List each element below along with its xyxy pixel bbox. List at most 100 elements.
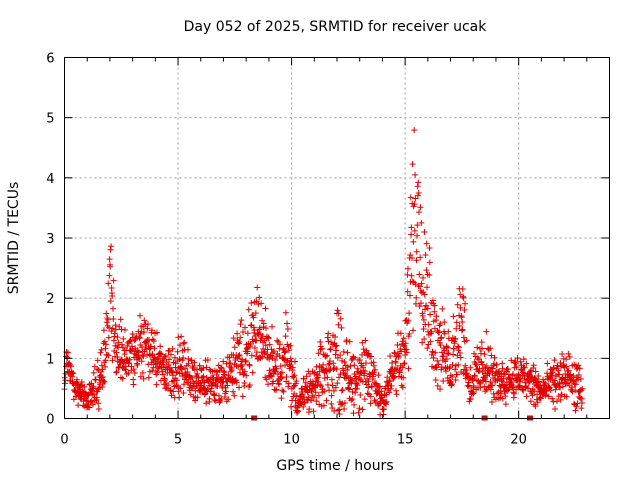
data-point [169, 372, 176, 379]
data-point [454, 343, 461, 350]
data-point [324, 334, 331, 341]
data-point [130, 366, 137, 373]
data-point [414, 222, 421, 229]
data-point [236, 369, 243, 376]
data-point [272, 356, 279, 363]
data-point [452, 336, 459, 343]
data-point [224, 382, 231, 389]
data-point [314, 382, 321, 389]
data-point [327, 345, 334, 352]
data-point [286, 347, 293, 354]
data-point [492, 396, 499, 403]
data-point [332, 384, 339, 391]
data-point [440, 377, 447, 384]
data-point [168, 392, 175, 399]
data-point [321, 375, 328, 382]
data-point [454, 352, 461, 359]
data-point [459, 286, 466, 293]
data-point [79, 389, 86, 396]
data-point [411, 127, 418, 134]
data-point [445, 350, 452, 357]
data-point [258, 300, 265, 307]
data-point [483, 362, 490, 369]
data-point [519, 386, 526, 393]
data-point [440, 353, 447, 360]
data-point [407, 251, 414, 258]
data-point [171, 354, 178, 361]
data-point [94, 357, 101, 364]
data-point [225, 396, 232, 403]
data-point [353, 380, 360, 387]
data-point [431, 308, 438, 315]
data-point [114, 343, 121, 350]
data-point [325, 338, 332, 345]
data-point [517, 375, 524, 382]
data-point [479, 361, 486, 368]
data-point [416, 303, 423, 310]
data-point [137, 312, 144, 319]
data-point [91, 391, 98, 398]
data-point [287, 342, 294, 349]
data-point [444, 344, 451, 351]
data-point [236, 384, 243, 391]
data-point [409, 278, 416, 285]
data-point [487, 345, 494, 352]
data-point [64, 349, 71, 356]
data-point [483, 378, 490, 385]
data-point [238, 361, 245, 368]
data-point [192, 397, 199, 404]
data-point [549, 369, 556, 376]
x-tick-label: 0 [60, 433, 68, 448]
data-point [125, 359, 132, 366]
data-point [532, 403, 539, 410]
data-point [181, 339, 188, 346]
data-point [106, 272, 113, 279]
data-point [167, 387, 174, 394]
data-point [406, 330, 413, 337]
data-point [443, 368, 449, 375]
data-point [412, 195, 419, 202]
data-point [328, 376, 335, 383]
data-point [480, 374, 487, 381]
data-point [110, 305, 117, 312]
data-point [313, 398, 320, 405]
data-point [262, 305, 269, 312]
data-point [425, 321, 432, 328]
data-point [450, 351, 457, 358]
data-point [489, 365, 496, 372]
data-point [282, 309, 289, 316]
data-point [498, 390, 505, 397]
data-point [118, 341, 125, 348]
data-point [194, 370, 201, 377]
data-point [569, 384, 576, 391]
data-point [413, 294, 420, 301]
data-point [496, 382, 503, 389]
data-point [200, 365, 207, 372]
data-point [529, 392, 536, 399]
data-point [571, 380, 578, 387]
data-point [444, 351, 451, 358]
data-point [335, 310, 342, 317]
data-point [359, 406, 366, 413]
data-point [421, 335, 428, 342]
data-point [398, 348, 405, 355]
data-point [241, 368, 248, 375]
data-point [467, 396, 474, 403]
data-point [407, 194, 414, 201]
data-point [493, 361, 500, 368]
data-point [548, 372, 555, 379]
data-point [576, 365, 583, 372]
data-point [478, 339, 485, 346]
data-point [426, 245, 433, 252]
data-point [168, 367, 175, 374]
data-point [404, 265, 411, 272]
data-point [119, 344, 126, 351]
data-point [409, 161, 416, 168]
data-point [473, 361, 480, 368]
data-point [278, 395, 285, 402]
data-point [159, 357, 166, 364]
data-point [218, 365, 225, 372]
data-point [514, 355, 521, 362]
data-point [177, 385, 184, 392]
data-point [216, 399, 223, 406]
